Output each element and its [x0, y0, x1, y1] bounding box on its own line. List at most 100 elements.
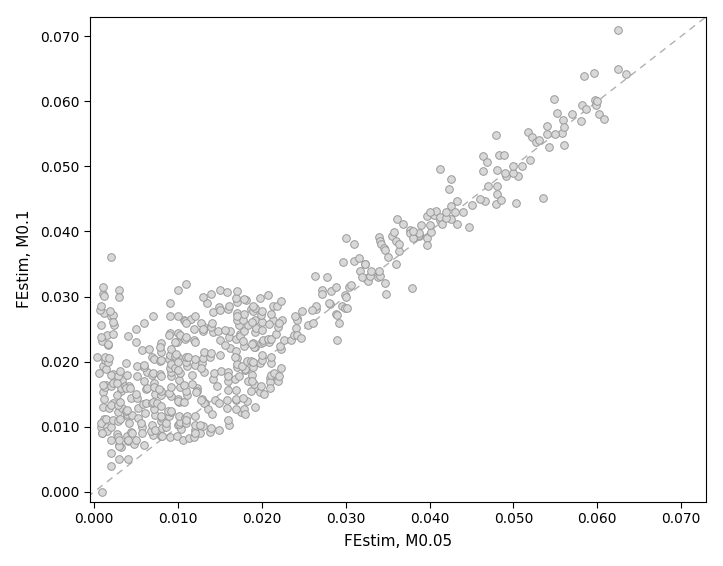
- Point: [247, 339, 258, 348]
- Point: [97, 428, 108, 438]
- Point: [188, 336, 200, 345]
- Point: [437, 219, 448, 228]
- Point: [404, 228, 416, 237]
- Point: [114, 441, 125, 451]
- Point: [316, 289, 328, 298]
- Point: [223, 301, 234, 310]
- Point: [147, 354, 159, 363]
- Point: [325, 286, 336, 295]
- Point: [239, 365, 251, 374]
- Point: [172, 421, 184, 430]
- Point: [97, 487, 108, 496]
- Point: [198, 348, 210, 357]
- Point: [170, 363, 181, 372]
- Point: [249, 303, 260, 312]
- Point: [189, 426, 200, 435]
- Point: [578, 71, 589, 80]
- Point: [162, 406, 174, 415]
- Point: [107, 415, 119, 424]
- Point: [566, 110, 578, 119]
- Point: [340, 292, 351, 301]
- Point: [508, 168, 519, 177]
- Point: [374, 266, 385, 275]
- Point: [172, 329, 184, 338]
- Point: [107, 330, 119, 339]
- Point: [231, 311, 242, 320]
- Point: [231, 363, 242, 372]
- Point: [336, 302, 348, 311]
- Point: [155, 432, 166, 441]
- Point: [435, 212, 446, 221]
- Point: [146, 370, 158, 379]
- Point: [181, 411, 193, 421]
- Point: [254, 358, 266, 367]
- Point: [231, 298, 242, 307]
- Point: [375, 271, 386, 280]
- Point: [307, 318, 319, 327]
- Point: [424, 220, 435, 229]
- Point: [256, 317, 268, 326]
- Point: [345, 281, 356, 290]
- Point: [372, 272, 384, 281]
- Point: [141, 384, 153, 393]
- Point: [343, 282, 354, 291]
- Point: [184, 433, 195, 442]
- Point: [223, 385, 234, 395]
- Point: [221, 403, 233, 412]
- Point: [422, 241, 433, 250]
- Point: [230, 385, 241, 395]
- Point: [124, 418, 135, 427]
- Point: [189, 428, 200, 438]
- Point: [181, 318, 192, 327]
- Point: [215, 336, 226, 345]
- Point: [230, 395, 241, 404]
- Point: [103, 358, 114, 367]
- Point: [95, 337, 107, 346]
- Point: [130, 324, 142, 333]
- Point: [254, 388, 266, 397]
- Point: [593, 110, 604, 119]
- Point: [548, 94, 560, 103]
- Point: [97, 290, 108, 299]
- Point: [221, 395, 233, 404]
- Point: [290, 311, 301, 320]
- Point: [510, 199, 522, 208]
- Point: [155, 355, 167, 365]
- Point: [230, 375, 241, 384]
- Point: [194, 319, 206, 328]
- Point: [115, 442, 127, 451]
- Point: [138, 376, 150, 385]
- Point: [248, 342, 260, 351]
- Point: [219, 325, 231, 335]
- Point: [155, 348, 167, 357]
- Point: [291, 324, 302, 333]
- Point: [274, 372, 286, 381]
- Point: [153, 384, 165, 393]
- Point: [99, 353, 111, 362]
- Point: [416, 220, 427, 229]
- Point: [247, 302, 259, 311]
- Point: [112, 407, 124, 416]
- Point: [323, 298, 335, 307]
- Point: [174, 417, 186, 426]
- Point: [445, 215, 457, 224]
- Point: [102, 423, 114, 432]
- Point: [99, 383, 111, 392]
- Point: [589, 96, 600, 105]
- Point: [238, 337, 249, 346]
- Point: [121, 371, 132, 380]
- Point: [255, 381, 267, 391]
- Point: [238, 309, 249, 318]
- Point: [500, 171, 512, 181]
- Point: [339, 303, 351, 312]
- Point: [205, 427, 216, 436]
- Point: [125, 394, 137, 403]
- Point: [154, 370, 166, 379]
- Point: [231, 347, 242, 356]
- Point: [191, 386, 202, 395]
- Point: [131, 394, 142, 403]
- Point: [113, 440, 124, 449]
- Point: [477, 166, 489, 175]
- Point: [256, 350, 268, 359]
- Point: [206, 409, 218, 418]
